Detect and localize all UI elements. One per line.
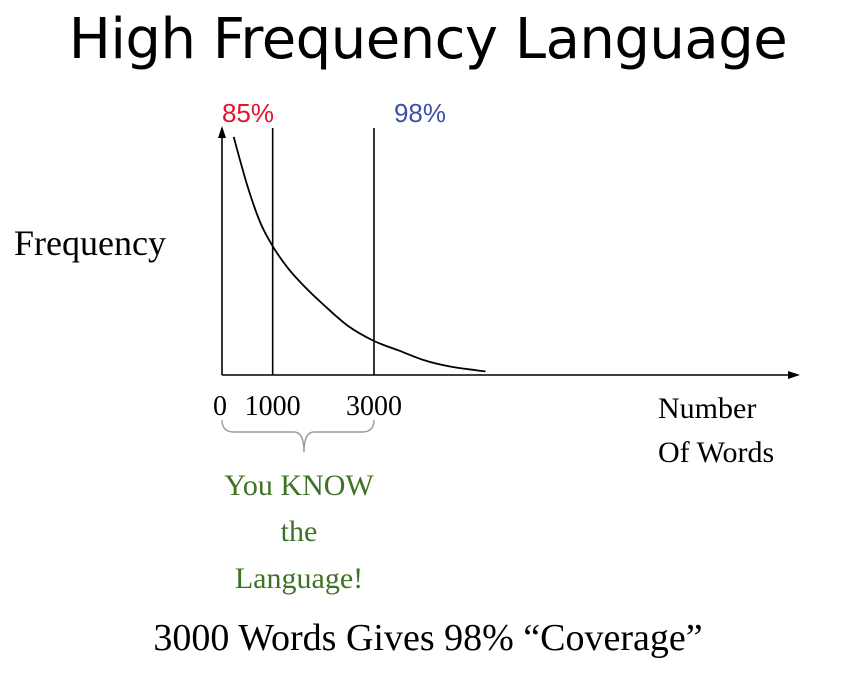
x-tick-label-1000: 1000 — [245, 391, 301, 422]
x-axis-label-line-2: Of Words — [658, 436, 774, 469]
y-axis-arrowhead — [218, 126, 226, 138]
slide-title: High Frequency Language — [68, 7, 788, 72]
x-axis-label-line-1: Number — [658, 392, 756, 425]
plot-area: 0 1000 3000 85% 98% — [213, 98, 800, 453]
y-axis-label: Frequency — [14, 223, 166, 263]
slide-caption: 3000 Words Gives 98% “Coverage” — [153, 617, 703, 659]
x-tick-label-0: 0 — [213, 391, 227, 422]
frequency-curve-0 — [232, 136, 486, 373]
annotation-line-3: Language! — [235, 562, 363, 595]
annotation-line-1: You KNOW — [224, 469, 374, 502]
marker-label-98-percent: 98% — [394, 98, 446, 128]
marker-label-85-percent: 85% — [222, 98, 274, 128]
x-axis-arrowhead — [788, 371, 800, 379]
x-tick-label-3000: 3000 — [346, 391, 402, 422]
bracket-0-3000 — [221, 419, 375, 453]
annotation-line-2: the — [281, 515, 318, 548]
